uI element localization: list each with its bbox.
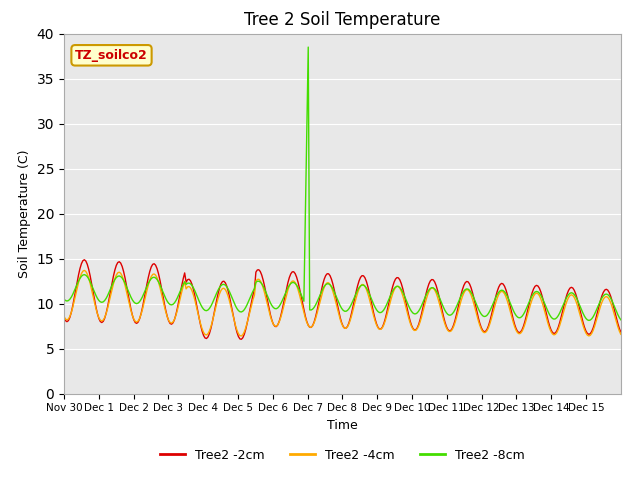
Tree2 -4cm <box>237 333 245 339</box>
Title: Tree 2 Soil Temperature: Tree 2 Soil Temperature <box>244 11 440 29</box>
Line: Tree2 -8cm: Tree2 -8cm <box>64 47 621 321</box>
Tree2 -2cm <box>543 312 550 318</box>
Tree2 -8cm <box>458 290 466 296</box>
Tree2 -8cm <box>79 272 87 278</box>
Line: Tree2 -4cm: Tree2 -4cm <box>64 270 621 336</box>
Tree2 -2cm <box>349 302 357 308</box>
Tree2 -4cm <box>616 328 623 334</box>
Tree2 -2cm <box>98 320 106 325</box>
Tree2 -2cm <box>617 329 625 335</box>
Tree2 -4cm <box>98 318 106 324</box>
Tree2 -4cm <box>60 313 68 319</box>
Tree2 -8cm <box>541 302 549 308</box>
Tree2 -8cm <box>585 318 593 324</box>
Tree2 -4cm <box>617 331 625 337</box>
Tree2 -4cm <box>349 306 357 312</box>
X-axis label: Time: Time <box>327 419 358 432</box>
Text: TZ_soilco2: TZ_soilco2 <box>75 49 148 62</box>
Tree2 -2cm <box>81 257 88 263</box>
Y-axis label: Soil Temperature (C): Soil Temperature (C) <box>18 149 31 278</box>
Tree2 -2cm <box>460 283 468 288</box>
Tree2 -4cm <box>79 268 87 274</box>
Tree2 -4cm <box>81 267 88 273</box>
Tree2 -2cm <box>60 314 68 320</box>
Tree2 -4cm <box>460 290 468 296</box>
Tree2 -2cm <box>616 325 623 331</box>
Tree2 -4cm <box>543 316 550 322</box>
Legend: Tree2 -2cm, Tree2 -4cm, Tree2 -8cm: Tree2 -2cm, Tree2 -4cm, Tree2 -8cm <box>156 444 529 467</box>
Tree2 -8cm <box>617 317 625 323</box>
Tree2 -8cm <box>348 300 356 306</box>
Tree2 -8cm <box>97 299 104 305</box>
Tree2 -2cm <box>237 336 245 342</box>
Tree2 -8cm <box>305 44 312 50</box>
Tree2 -8cm <box>60 296 68 302</box>
Tree2 -8cm <box>616 315 623 321</box>
Tree2 -2cm <box>79 258 87 264</box>
Line: Tree2 -2cm: Tree2 -2cm <box>64 260 621 339</box>
